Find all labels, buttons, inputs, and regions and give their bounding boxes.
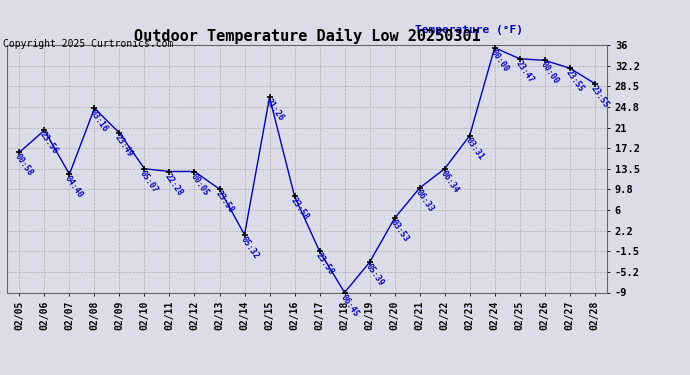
Text: 06:34: 06:34 <box>439 169 460 194</box>
Text: 23:58: 23:58 <box>213 189 235 215</box>
Text: 04:40: 04:40 <box>63 174 85 200</box>
Text: 23:56: 23:56 <box>39 130 60 156</box>
Text: 23:55: 23:55 <box>589 84 610 109</box>
Text: 03:16: 03:16 <box>88 108 110 134</box>
Text: 23:55: 23:55 <box>564 68 585 94</box>
Text: 06:33: 06:33 <box>413 188 435 214</box>
Text: 00:05: 00:05 <box>188 171 210 197</box>
Text: 05:07: 05:07 <box>139 169 160 194</box>
Title: Outdoor Temperature Daily Low 20250301: Outdoor Temperature Daily Low 20250301 <box>134 28 480 44</box>
Text: 05:32: 05:32 <box>239 235 260 260</box>
Text: 00:58: 00:58 <box>13 152 35 178</box>
Text: 00:00: 00:00 <box>539 60 560 86</box>
Text: 23:49: 23:49 <box>113 133 135 159</box>
Text: 21:26: 21:26 <box>264 97 285 123</box>
Text: 23:58: 23:58 <box>288 196 310 222</box>
Text: 22:28: 22:28 <box>164 171 185 197</box>
Text: 03:53: 03:53 <box>388 218 410 244</box>
Text: 05:39: 05:39 <box>364 262 385 288</box>
Text: 00:00: 00:00 <box>489 48 510 74</box>
Text: Copyright 2025 Curtronics.com: Copyright 2025 Curtronics.com <box>3 39 174 50</box>
Text: Temperature (°F): Temperature (°F) <box>415 25 523 35</box>
Text: 23:58: 23:58 <box>313 251 335 277</box>
Text: 06:45: 06:45 <box>339 292 360 318</box>
Text: 23:47: 23:47 <box>513 59 535 84</box>
Text: 03:31: 03:31 <box>464 136 485 161</box>
